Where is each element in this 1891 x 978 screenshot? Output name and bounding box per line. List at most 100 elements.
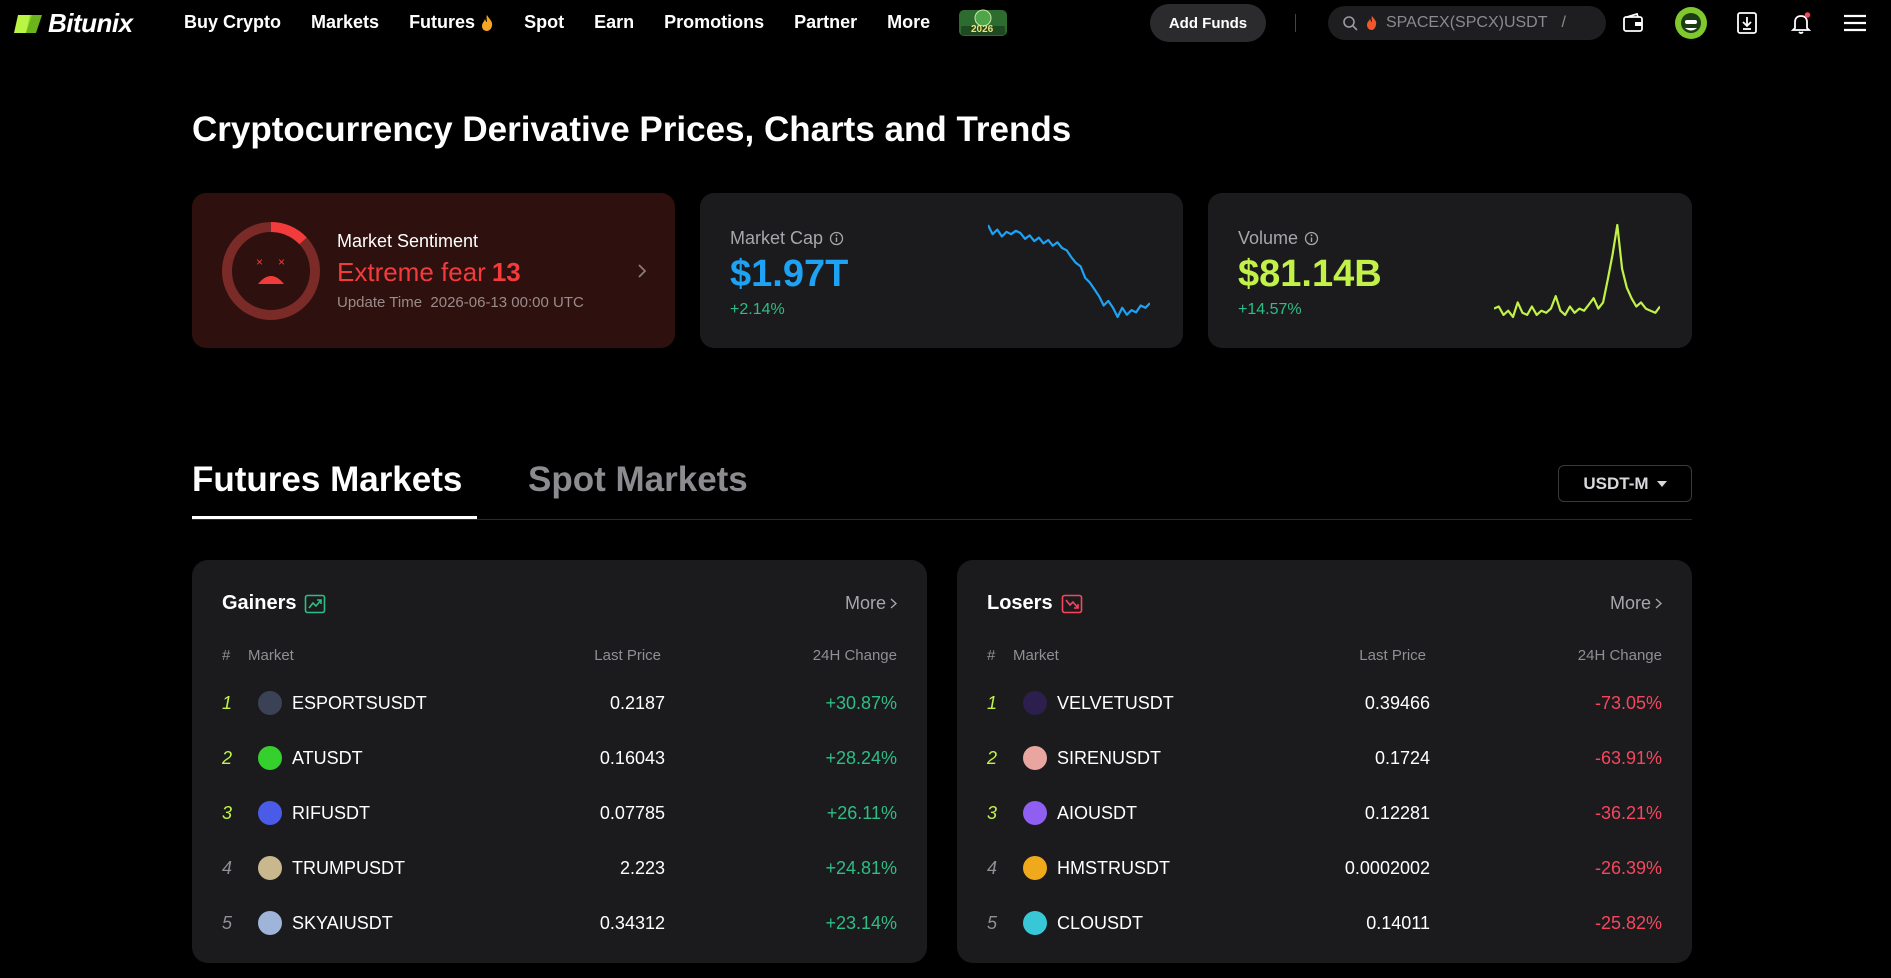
svg-text:×: ×	[278, 255, 285, 269]
row-rank: 4	[222, 858, 233, 878]
update-time-label: Update Time	[337, 294, 423, 311]
nav-more[interactable]: More	[887, 12, 931, 32]
row-rank: 2	[987, 748, 998, 768]
row-24h-change: +30.87%	[825, 693, 897, 713]
market-cap-sparkline	[988, 224, 1150, 319]
download-icon[interactable]	[1734, 10, 1760, 36]
gainers-title-wrap: Gainers	[222, 592, 326, 615]
coin-logo-icon	[258, 911, 282, 935]
market-sentiment-card[interactable]: × × Market Sentiment Extreme fear 13 Upda…	[192, 193, 675, 348]
nav-futures-label: Futures	[409, 12, 476, 32]
market-cap-label: Market Cap	[730, 228, 824, 248]
row-last-price: 0.34312	[599, 913, 665, 933]
tab-divider	[192, 519, 1692, 520]
coin-logo-icon	[1023, 801, 1047, 825]
search-bar[interactable]: SPACEX(SPCX)USDT /	[1328, 6, 1606, 40]
coin-logo-icon	[258, 691, 282, 715]
add-funds-button[interactable]: Add Funds	[1150, 4, 1266, 42]
row-24h-change: +23.14%	[825, 913, 897, 933]
info-icon[interactable]	[829, 231, 844, 246]
col-24h-change: 24H Change	[1577, 647, 1662, 664]
top-navbar: Bitunix Buy Crypto Markets Futures Spot …	[0, 0, 1891, 46]
nav-earn[interactable]: Earn	[594, 12, 635, 32]
market-cap-card[interactable]: Market Cap $1.97T +2.14%	[700, 193, 1183, 348]
table-row[interactable]: 2 SIRENUSDT 0.1724 -63.91%	[957, 740, 1692, 776]
coin-logo-icon	[258, 856, 282, 880]
trending-down-icon	[1061, 594, 1082, 613]
row-symbol: VELVETUSDT	[1057, 693, 1174, 713]
bitunix-logo-icon	[14, 14, 42, 33]
trophy-badge-icon	[959, 9, 1007, 36]
nav-promotions[interactable]: Promotions	[664, 12, 765, 32]
gainers-more-link[interactable]: More	[845, 593, 897, 614]
market-cap-value: $1.97T	[730, 253, 849, 295]
row-last-price: 0.39466	[1364, 693, 1430, 713]
tab-spot-markets[interactable]: Spot Markets	[528, 460, 748, 499]
row-24h-change: +26.11%	[826, 803, 897, 823]
margin-type-select[interactable]: USDT-M	[1558, 465, 1692, 502]
gainers-more-label: More	[844, 593, 886, 613]
sentiment-status: Extreme fear	[337, 257, 486, 287]
losers-title: Losers	[987, 592, 1053, 614]
tab-futures-markets[interactable]: Futures Markets	[192, 460, 463, 499]
row-symbol: ATUSDT	[292, 748, 363, 768]
world-cup-2026-badge[interactable]: 2026	[955, 6, 1011, 38]
row-symbol: SIRENUSDT	[1057, 748, 1162, 768]
losers-panel: Losers More # Market Last Price 24H Chan…	[957, 560, 1692, 963]
nav-buy-crypto[interactable]: Buy Crypto	[184, 12, 282, 32]
notification-bell-icon[interactable]	[1788, 10, 1814, 36]
row-last-price: 2.223	[619, 858, 665, 878]
nav-futures[interactable]: Futures	[409, 12, 494, 33]
row-last-price: 0.2187	[609, 693, 665, 713]
col-market: Market	[1013, 647, 1059, 664]
brand-logo[interactable]: Bitunix	[14, 8, 133, 39]
table-row[interactable]: 3 RIFUSDT 0.07785 +26.11%	[192, 795, 927, 831]
update-time-value: 2026-06-13 00:00 UTC	[430, 294, 584, 311]
row-24h-change: +28.24%	[825, 748, 897, 768]
losers-title-wrap: Losers	[987, 592, 1083, 615]
losers-more-link[interactable]: More	[1610, 593, 1662, 614]
table-row[interactable]: 4 TRUMPUSDT 2.223 +24.81%	[192, 850, 927, 886]
hot-flame-icon	[1367, 16, 1377, 30]
row-24h-change: -63.91%	[1594, 748, 1662, 768]
row-rank: 4	[987, 858, 998, 878]
volume-card[interactable]: Volume $81.14B +14.57%	[1208, 193, 1692, 348]
table-row[interactable]: 5 CLOUSDT 0.14011 -25.82%	[957, 905, 1692, 941]
table-row[interactable]: 4 HMSTRUSDT 0.0002002 -26.39%	[957, 850, 1692, 886]
avatar[interactable]	[1674, 6, 1708, 40]
chevron-right-icon[interactable]	[637, 263, 647, 279]
coin-logo-icon	[1023, 691, 1047, 715]
svg-text:×: ×	[256, 255, 263, 269]
row-24h-change: -36.21%	[1594, 803, 1662, 823]
row-last-price: 0.14011	[1366, 913, 1430, 933]
active-tab-indicator	[192, 516, 477, 519]
coin-logo-icon	[258, 801, 282, 825]
nav-spot[interactable]: Spot	[524, 12, 565, 32]
table-row[interactable]: 3 AIOUSDT 0.12281 -36.21%	[957, 795, 1692, 831]
table-row[interactable]: 1 VELVETUSDT 0.39466 -73.05%	[957, 685, 1692, 721]
row-24h-change: -26.39%	[1594, 858, 1662, 878]
info-icon[interactable]	[1304, 231, 1319, 246]
table-row[interactable]: 1 ESPORTSUSDT 0.2187 +30.87%	[192, 685, 927, 721]
losers-more-label: More	[1609, 593, 1651, 613]
row-symbol: TRUMPUSDT	[292, 858, 405, 878]
col-last-price: Last Price	[1359, 647, 1426, 664]
hamburger-menu-icon[interactable]	[1842, 10, 1868, 36]
row-last-price: 0.12281	[1364, 803, 1430, 823]
row-symbol: RIFUSDT	[292, 803, 370, 823]
volume-change: +14.57%	[1238, 301, 1302, 318]
col-last-price: Last Price	[594, 647, 661, 664]
sentiment-label: Market Sentiment	[337, 231, 479, 251]
trending-up-icon	[305, 594, 326, 613]
nav-partner[interactable]: Partner	[794, 12, 858, 32]
row-rank: 3	[987, 803, 998, 823]
nav-markets[interactable]: Markets	[311, 12, 380, 32]
table-row[interactable]: 2 ATUSDT 0.16043 +28.24%	[192, 740, 927, 776]
market-cap-change: +2.14%	[730, 301, 785, 318]
search-hotkey: /	[1561, 14, 1566, 31]
nav-divider	[1295, 14, 1296, 32]
coin-logo-icon	[1023, 911, 1047, 935]
table-row[interactable]: 5 SKYAIUSDT 0.34312 +23.14%	[192, 905, 927, 941]
col-24h-change: 24H Change	[812, 647, 897, 664]
wallet-icon[interactable]	[1620, 10, 1646, 36]
